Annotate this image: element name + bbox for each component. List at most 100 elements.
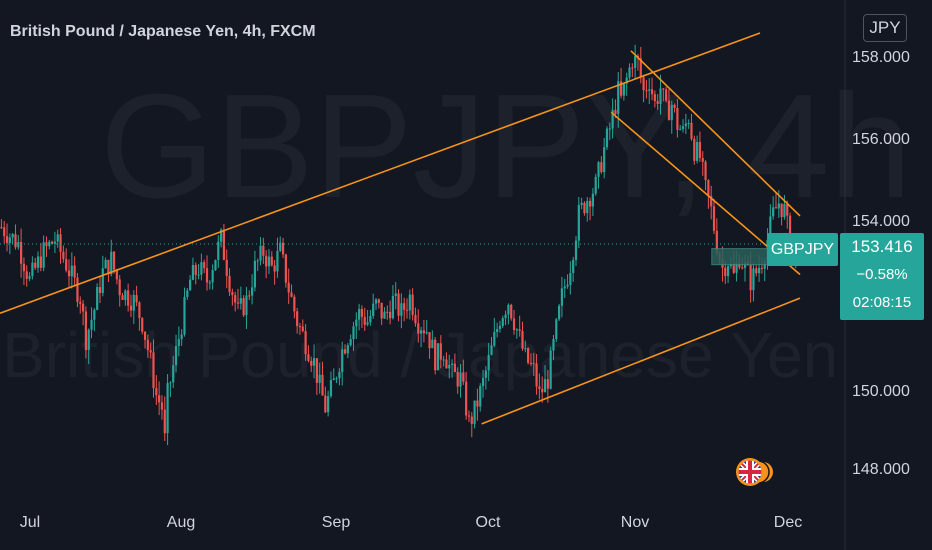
candle-body [490, 345, 493, 355]
candle-body [338, 371, 341, 379]
candle-body [76, 277, 79, 302]
candle-body [96, 287, 99, 310]
candle-body [479, 386, 482, 407]
candle-body [403, 303, 406, 310]
candle-body [132, 295, 135, 311]
candle-body [197, 274, 200, 276]
candle-body [555, 319, 558, 339]
candle-body [335, 378, 338, 380]
candle-body [189, 279, 192, 291]
currency-button[interactable]: JPY [863, 14, 907, 42]
candle-body [250, 287, 254, 296]
candle-body [287, 282, 290, 293]
last-price-label[interactable]: 153.416 −0.58% 02:08:15 [840, 233, 924, 320]
candle-body [177, 339, 180, 346]
candle-body [8, 237, 11, 243]
candle-body [293, 296, 296, 312]
candle-body [341, 349, 344, 372]
candle-body [634, 55, 637, 68]
candle-body [414, 315, 417, 324]
candle-body [67, 270, 71, 277]
candle-body [543, 379, 547, 393]
candle-body [653, 94, 656, 102]
candle-body [79, 301, 82, 304]
candle-body [656, 101, 659, 104]
candle-body [532, 363, 535, 365]
x-tick-label: Nov [620, 514, 650, 531]
candle-body [628, 67, 631, 78]
candle-body [70, 265, 73, 277]
candle-body [374, 299, 378, 304]
candle-body [701, 157, 704, 162]
candle-body [597, 162, 600, 177]
candle-body [349, 339, 352, 346]
candle-body [279, 242, 282, 251]
candle-body [625, 77, 628, 84]
candle-body [549, 350, 552, 389]
candle-body [755, 268, 758, 274]
candle-body [569, 273, 572, 285]
candle-body [425, 332, 428, 334]
candle-body [515, 329, 518, 331]
candle-body [777, 203, 780, 209]
candle-body [712, 206, 716, 231]
candle-body [538, 386, 541, 390]
candle-body [332, 378, 335, 381]
candle-body [574, 240, 578, 260]
candle-body [493, 332, 496, 346]
candle-body [780, 203, 783, 218]
candle-body [622, 83, 625, 96]
candle-body [143, 331, 147, 340]
candle-body [62, 251, 65, 260]
candle-body [236, 302, 240, 304]
candle-body [141, 318, 144, 332]
y-tick-label: 156.000 [852, 131, 910, 148]
candle-body [28, 276, 31, 279]
candle-body [84, 311, 87, 350]
candle-body [129, 305, 133, 311]
candle-body [321, 374, 324, 396]
candle-body [434, 339, 437, 371]
candle-body [253, 260, 256, 288]
symbol-price-label[interactable]: GBPJPY [767, 233, 838, 266]
candle-body [521, 330, 524, 349]
candle-body [673, 104, 676, 109]
candle-body [112, 251, 116, 270]
candle-body [346, 345, 349, 354]
candle-body [662, 88, 665, 90]
x-tick-label: Jul [19, 514, 41, 531]
candle-body [696, 141, 699, 161]
candle-body [760, 267, 763, 269]
candle-body [428, 332, 431, 349]
candle-body [558, 305, 561, 320]
candle-body [510, 304, 513, 319]
candle-body [465, 381, 468, 416]
candle-body [507, 304, 510, 315]
candle-body [377, 299, 380, 303]
candle-body [124, 290, 127, 300]
candle-body [81, 303, 85, 312]
candle-body [39, 256, 42, 268]
uk-flag-icon[interactable] [734, 452, 774, 492]
candle-body [36, 256, 40, 268]
candle-body [276, 250, 279, 272]
candle-body [524, 348, 527, 350]
candle-body [541, 389, 544, 393]
candle-body [312, 358, 316, 366]
candle-body [783, 204, 786, 218]
candle-body [715, 230, 718, 254]
candle-body [386, 311, 389, 313]
candle-body [659, 88, 662, 104]
candle-body [436, 343, 440, 371]
candle-body [470, 416, 473, 424]
candle-body [146, 339, 149, 351]
candle-body [222, 229, 226, 260]
candle-body [645, 90, 648, 92]
candle-body [729, 264, 733, 267]
candle-body [186, 290, 189, 298]
candle-body [363, 316, 366, 325]
candle-body [411, 294, 414, 316]
candle-body [389, 311, 392, 319]
y-tick-label: 150.000 [852, 383, 910, 400]
